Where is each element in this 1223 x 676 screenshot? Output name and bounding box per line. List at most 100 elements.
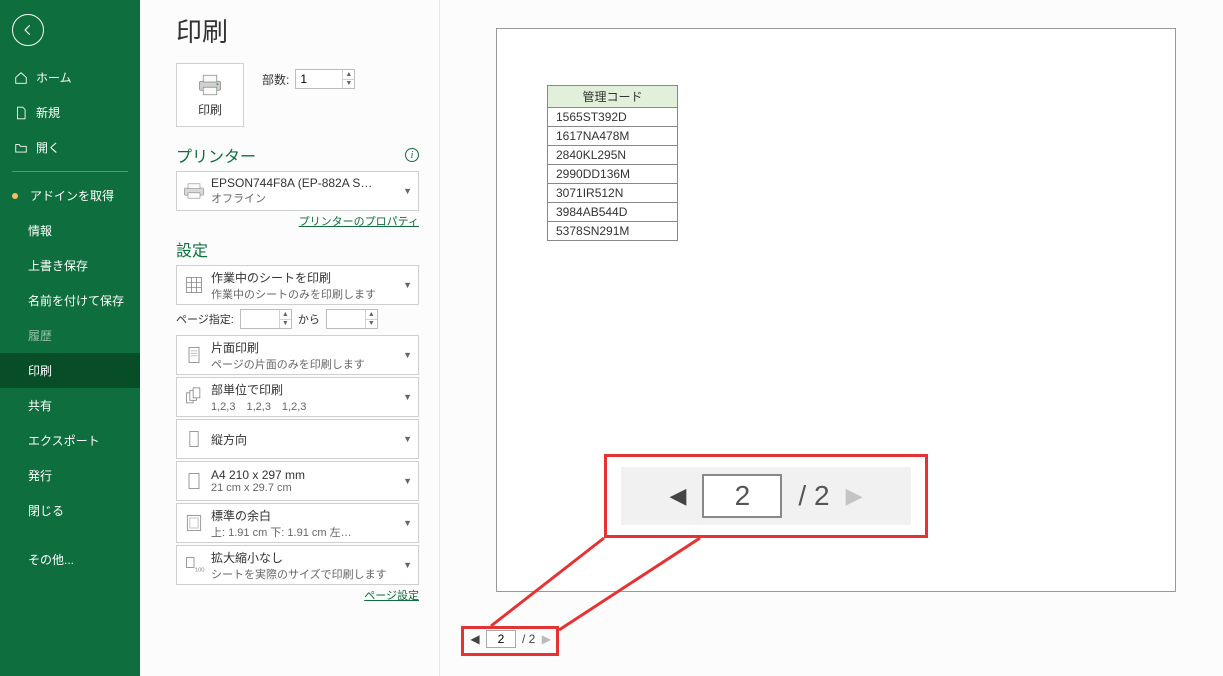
pager-current-input[interactable] <box>486 630 516 648</box>
pager-prev-icon[interactable]: ◀ <box>470 633 480 645</box>
table-cell: 2990DD136M <box>548 165 678 184</box>
paper-size-icon <box>182 471 206 491</box>
sidebar-item-label: 発行 <box>28 467 52 484</box>
settings-section-label: 設定 <box>176 237 208 261</box>
table-header: 管理コード <box>548 86 678 108</box>
table-cell: 1617NA478M <box>548 127 678 146</box>
table-cell: 3984AB544D <box>548 203 678 222</box>
table-cell: 1565ST392D <box>548 108 678 127</box>
page-to-input[interactable] <box>327 310 365 328</box>
paper-dropdown[interactable]: A4 210 x 297 mm 21 cm x 29.7 cm ▼ <box>176 461 419 501</box>
new-dot-icon <box>12 193 18 199</box>
margins-icon <box>182 513 206 533</box>
page-title: 印刷 <box>176 12 419 49</box>
sidebar-item-label: エクスポート <box>28 432 100 449</box>
printer-icon <box>195 73 225 97</box>
sidebar-item-saveas[interactable]: 名前を付けて保存 <box>0 283 140 318</box>
scale-line1: 拡大縮小なし <box>211 549 400 566</box>
sidebar-item-label: 新規 <box>36 104 60 121</box>
chevron-down-icon: ▼ <box>403 434 412 444</box>
collate-icon <box>182 387 206 407</box>
copies-input[interactable] <box>296 70 342 88</box>
scale-dropdown[interactable]: 100 拡大縮小なし シートを実際のサイズで印刷します ▼ <box>176 545 419 585</box>
print-button-label: 印刷 <box>198 101 222 118</box>
page-from-input[interactable] <box>241 310 279 328</box>
single-side-icon <box>182 345 206 365</box>
printer-name: EPSON744F8A (EP-882A S… <box>211 176 400 190</box>
sidebar-item-more[interactable]: その他... <box>0 542 140 577</box>
copies-spinner[interactable]: ▲▼ <box>295 69 355 89</box>
page-range-label: ページ指定: <box>176 311 234 327</box>
sidebar-item-addins[interactable]: アドインを取得 <box>0 178 140 213</box>
chevron-down-icon: ▼ <box>403 392 412 402</box>
sides-dropdown[interactable]: 片面印刷 ページの片面のみを印刷します ▼ <box>176 335 419 375</box>
sidebar-item-open[interactable]: 開く <box>0 130 140 165</box>
print-button[interactable]: 印刷 <box>176 63 244 127</box>
collate-dropdown[interactable]: 部単位で印刷 1,2,3 1,2,3 1,2,3 ▼ <box>176 377 419 417</box>
pager-next-icon[interactable]: ▶ <box>541 633 551 645</box>
print-settings-panel: 印刷 印刷 部数: ▲▼ <box>140 0 440 676</box>
spinner-up-icon[interactable]: ▲ <box>343 70 354 80</box>
folder-open-icon <box>14 141 28 155</box>
copies-label: 部数: <box>262 71 289 88</box>
sidebar-item-label: 印刷 <box>28 362 52 379</box>
spinner-up-icon[interactable]: ▲ <box>280 310 291 320</box>
sidebar-item-save[interactable]: 上書き保存 <box>0 248 140 283</box>
spinner-up-icon[interactable]: ▲ <box>366 310 377 320</box>
sidebar-item-home[interactable]: ホーム <box>0 60 140 95</box>
sidebar-item-new[interactable]: 新規 <box>0 95 140 130</box>
scope-line1: 作業中のシートを印刷 <box>211 269 400 286</box>
sidebar-item-print[interactable]: 印刷 <box>0 353 140 388</box>
chevron-down-icon: ▼ <box>403 280 412 290</box>
sidebar-item-publish[interactable]: 発行 <box>0 458 140 493</box>
print-preview-panel: 管理コード 1565ST392D 1617NA478M 2840KL295N 2… <box>440 0 1223 676</box>
portrait-icon <box>182 429 206 449</box>
page-setup-link[interactable]: ページ設定 <box>364 590 419 602</box>
sidebar-item-label: 履歴 <box>28 327 52 344</box>
spinner-down-icon[interactable]: ▼ <box>343 80 354 89</box>
printer-properties-link[interactable]: プリンターのプロパティ <box>299 216 419 228</box>
chevron-down-icon: ▼ <box>403 350 412 360</box>
sidebar-item-history: 履歴 <box>0 318 140 353</box>
no-scale-icon: 100 <box>182 555 206 575</box>
sidebar-item-label: ホーム <box>36 69 72 86</box>
sidebar-item-label: 情報 <box>28 222 52 239</box>
sidebar-item-share[interactable]: 共有 <box>0 388 140 423</box>
sidebar-item-label: 上書き保存 <box>28 257 88 274</box>
sidebar-item-label: 閉じる <box>28 502 64 519</box>
margins-line1: 標準の余白 <box>211 507 400 524</box>
margins-line2: 上: 1.91 cm 下: 1.91 cm 左… <box>211 524 400 540</box>
page-to-spinner[interactable]: ▲▼ <box>326 309 378 329</box>
margins-dropdown[interactable]: 標準の余白 上: 1.91 cm 下: 1.91 cm 左… ▼ <box>176 503 419 543</box>
print-scope-dropdown[interactable]: 作業中のシートを印刷 作業中のシートのみを印刷します ▼ <box>176 265 419 305</box>
svg-text:100: 100 <box>195 568 205 574</box>
preview-pager: ◀ / 2 ▶ <box>470 630 551 648</box>
page-range-to-label: から <box>298 311 320 327</box>
sidebar-item-label: 開く <box>36 139 60 156</box>
orientation-dropdown[interactable]: 縦方向 ▼ <box>176 419 419 459</box>
table-cell: 5378SN291M <box>548 222 678 241</box>
preview-table: 管理コード 1565ST392D 1617NA478M 2840KL295N 2… <box>547 85 678 241</box>
printer-dropdown[interactable]: EPSON744F8A (EP-882A S… オフライン ▼ <box>176 171 419 211</box>
back-button[interactable] <box>12 14 44 46</box>
scope-line2: 作業中のシートのみを印刷します <box>211 286 400 302</box>
sidebar-item-info[interactable]: 情報 <box>0 213 140 248</box>
sidebar-separator <box>12 171 128 172</box>
printer-section-label: プリンター <box>176 143 256 167</box>
home-icon <box>14 71 28 85</box>
sidebar-item-label: アドインを取得 <box>30 187 114 204</box>
table-cell: 3071IR512N <box>548 184 678 203</box>
spinner-down-icon[interactable]: ▼ <box>366 320 377 329</box>
info-icon[interactable]: i <box>405 148 419 162</box>
chevron-down-icon: ▼ <box>403 518 412 528</box>
table-cell: 2840KL295N <box>548 146 678 165</box>
sidebar-item-close[interactable]: 閉じる <box>0 493 140 528</box>
arrow-left-icon <box>21 23 35 37</box>
backstage-sidebar: ホーム 新規 開く アドインを取得 情報 上書き保存 名前を付けて保存 履歴 印… <box>0 0 140 676</box>
sidebar-item-export[interactable]: エクスポート <box>0 423 140 458</box>
orientation-line1: 縦方向 <box>211 431 400 448</box>
chevron-down-icon: ▼ <box>403 186 412 196</box>
spinner-down-icon[interactable]: ▼ <box>280 320 291 329</box>
sidebar-item-label: 名前を付けて保存 <box>28 292 124 309</box>
page-from-spinner[interactable]: ▲▼ <box>240 309 292 329</box>
